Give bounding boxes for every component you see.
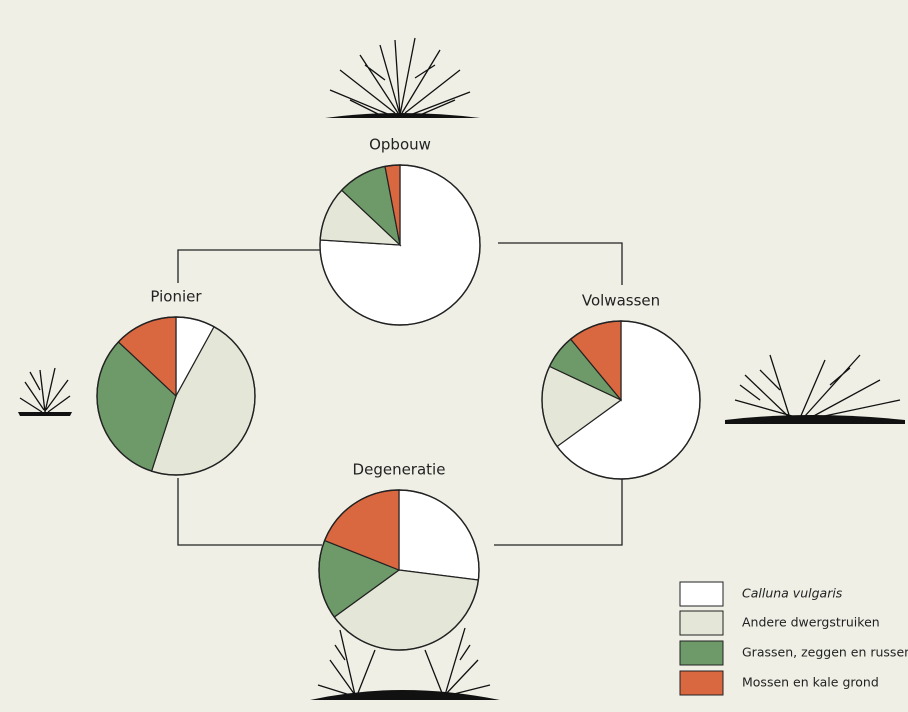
pie-title: Opbouw [369,136,431,154]
legend-swatch [680,671,723,695]
legend-label: Andere dwergstruiken [742,615,880,630]
pie-title: Volwassen [582,292,660,310]
legend-swatch [680,611,723,635]
legend-swatch [680,582,723,606]
legend-label: Mossen en kale grond [742,675,879,690]
legend-label: Grassen, zeggen en russen [742,645,908,660]
pie-title: Degeneratie [353,461,446,479]
legend-label: Calluna vulgaris [742,586,843,601]
diagram: Opbouw Pionier Volwassen Degeneratie Callun… [0,0,908,712]
pie-title: Pionier [150,288,202,306]
legend-swatch [680,641,723,665]
